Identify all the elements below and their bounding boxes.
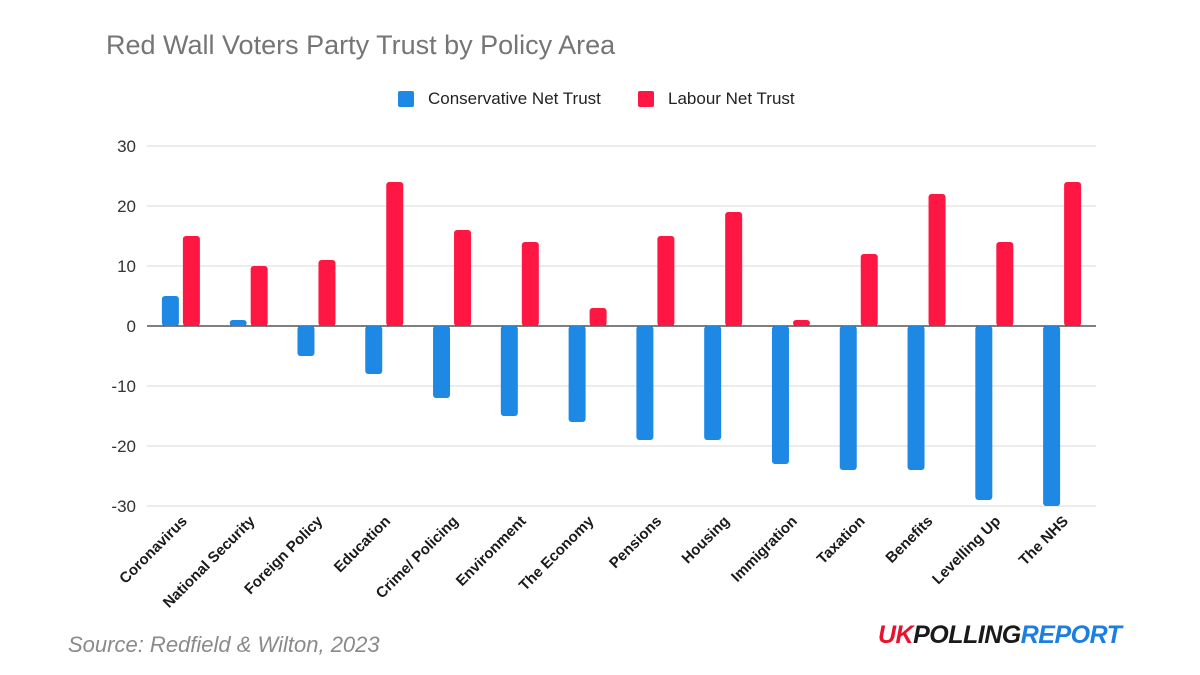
bar-conservative xyxy=(839,326,857,470)
bar-labour xyxy=(454,230,472,326)
bar-conservative xyxy=(704,326,722,440)
bar-conservative xyxy=(907,326,925,470)
logo-polling: POLLING xyxy=(913,621,1021,649)
x-tick-label: Coronavirus xyxy=(116,513,191,588)
ukpollingreport-logo: UKPOLLINGREPORT xyxy=(878,621,1122,650)
bar-conservative xyxy=(636,326,654,440)
bar-labour xyxy=(996,242,1014,326)
bar-labour xyxy=(386,182,404,326)
y-tick-label: 30 xyxy=(117,137,136,156)
legend-swatch-labour xyxy=(638,91,654,107)
chart-title: Red Wall Voters Party Trust by Policy Ar… xyxy=(106,30,616,60)
bar-conservative xyxy=(229,320,247,326)
x-tick-label: Immigration xyxy=(728,513,801,586)
legend-label-conservative: Conservative Net Trust xyxy=(428,89,601,108)
bar-labour xyxy=(860,254,878,326)
x-tick-label: Housing xyxy=(679,513,733,567)
legend-item-labour: Labour Net Trust xyxy=(638,89,795,109)
bar-conservative xyxy=(161,296,179,326)
bar-labour xyxy=(792,320,810,326)
bar-labour xyxy=(589,308,607,326)
bar-conservative xyxy=(365,326,383,374)
legend: Conservative Net Trust Labour Net Trust xyxy=(0,89,1200,115)
bar-conservative xyxy=(297,326,315,356)
x-tick-label: The NHS xyxy=(1016,513,1072,569)
bar-labour xyxy=(928,194,946,326)
logo-report: REPORT xyxy=(1020,621,1122,649)
y-tick-label: 20 xyxy=(117,197,136,216)
y-tick-label: -20 xyxy=(111,437,136,456)
bar-conservative xyxy=(568,326,586,422)
x-tick-label: Education xyxy=(331,513,394,576)
x-tick-label: Taxation xyxy=(814,513,869,568)
source-note: Source: Redfield & Wilton, 2023 xyxy=(68,632,380,657)
y-tick-label: -30 xyxy=(111,497,136,516)
bar-labour xyxy=(657,236,675,326)
bar-labour xyxy=(725,212,743,326)
bar-conservative xyxy=(433,326,451,398)
bar-conservative xyxy=(771,326,789,464)
x-tick-label: Benefits xyxy=(882,513,936,567)
bar-labour xyxy=(318,260,336,326)
bar-labour xyxy=(521,242,539,326)
bar-conservative xyxy=(500,326,518,416)
y-tick-label: 10 xyxy=(117,257,136,276)
y-tick-label: -10 xyxy=(111,377,136,396)
bar-conservative xyxy=(975,326,993,500)
y-tick-label: 0 xyxy=(127,317,136,336)
bar-conservative xyxy=(1043,326,1061,506)
bar-labour xyxy=(1064,182,1082,326)
bar-labour xyxy=(182,236,200,326)
logo-uk: UK xyxy=(878,621,914,649)
x-tick-label: Pensions xyxy=(606,513,665,572)
x-tick-label: Environment xyxy=(453,513,530,590)
legend-label-labour: Labour Net Trust xyxy=(668,89,795,108)
x-tick-label: Levelling Up xyxy=(929,513,1004,588)
legend-swatch-conservative xyxy=(398,91,414,107)
legend-item-conservative: Conservative Net Trust xyxy=(398,89,601,109)
bar-labour xyxy=(250,266,268,326)
